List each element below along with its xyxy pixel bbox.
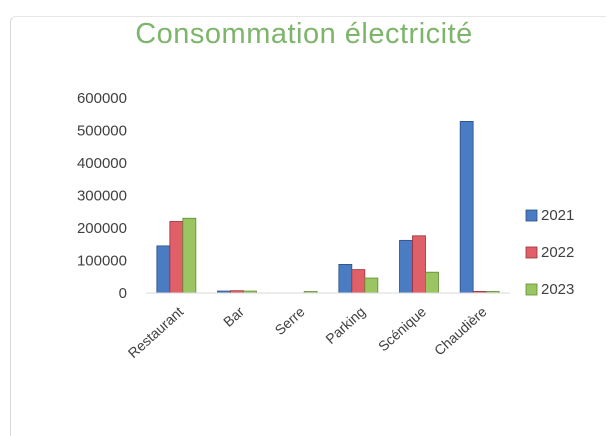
chart-card <box>10 16 606 436</box>
x-tick-label: Restaurant <box>125 303 187 361</box>
y-tick-label: 400000 <box>77 155 127 172</box>
legend: 2021 2022 2023 <box>525 207 574 298</box>
bar-2021-4 <box>399 239 413 294</box>
y-tick-label: 500000 <box>77 123 127 140</box>
legend-swatch <box>525 209 538 222</box>
x-tick-label: Chaudière <box>431 303 490 358</box>
legend-swatch <box>525 246 538 259</box>
bar-2022-4 <box>412 235 426 294</box>
x-tick-label: Serre <box>272 303 308 338</box>
y-tick-label: 100000 <box>77 253 127 270</box>
x-tick-label: Bar <box>220 303 247 330</box>
bar-2021-5 <box>459 121 474 294</box>
x-axis: Restaurant Bar Serre Parking Scénique Chaudiè… <box>125 292 510 361</box>
chart-title: Consommation électricité <box>135 18 473 50</box>
legend-label: 2023 <box>541 281 574 298</box>
x-tick-label: Parking <box>322 303 368 347</box>
x-tick-label: Scénique <box>375 303 429 354</box>
bar-2023-3 <box>364 277 379 294</box>
bar-2022-0 <box>169 221 184 294</box>
y-tick-label: 300000 <box>77 188 127 205</box>
y-axis: 600000 500000 400000 300000 200000 100000 0 <box>77 90 127 302</box>
bar-2022-3 <box>351 269 366 294</box>
y-tick-label: 0 <box>119 285 127 302</box>
bar-2023-4 <box>425 271 439 294</box>
legend-label: 2022 <box>541 244 574 261</box>
y-tick-label: 200000 <box>77 220 127 237</box>
legend-swatch <box>525 283 538 296</box>
bar-2023-0 <box>182 217 197 294</box>
y-tick-label: 600000 <box>77 90 127 107</box>
bar-2021-3 <box>338 263 353 294</box>
bar-group <box>156 121 500 294</box>
bar-2021-0 <box>156 245 171 294</box>
chart-plot: 600000 500000 400000 300000 200000 100000 0 Re… <box>77 90 574 361</box>
legend-label: 2021 <box>541 207 574 224</box>
